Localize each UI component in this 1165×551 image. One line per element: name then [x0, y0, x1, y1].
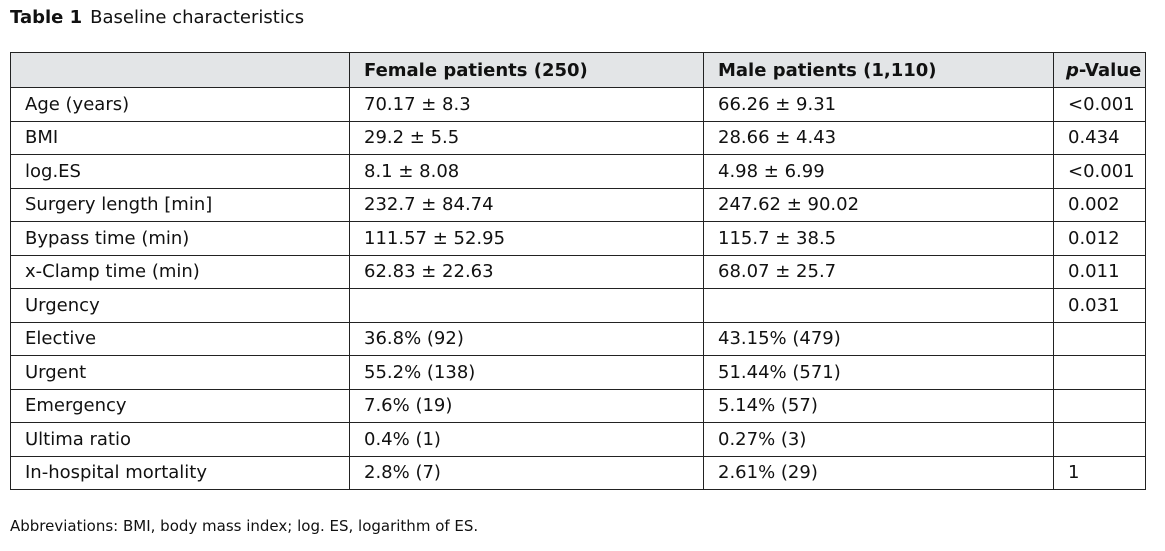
p-value-cell: [1053, 355, 1146, 390]
male-value-cell: 2.61% (29): [703, 455, 1054, 490]
row-label-cell: log.ES: [10, 154, 350, 189]
male-value-cell: 247.62 ± 90.02: [703, 187, 1054, 222]
table-row: In-hospital mortality 2.8% (7) 2.61% (29) 1: [10, 455, 1146, 490]
p-value-cell: 0.434: [1053, 120, 1146, 155]
male-value-cell: 51.44% (571): [703, 355, 1054, 390]
table-row: Bypass time (min) 111.57 ± 52.95 115.7 ± 3…: [10, 221, 1146, 256]
female-value-cell: 232.7 ± 84.74: [349, 187, 704, 222]
header-p-italic: p: [1066, 59, 1079, 81]
row-label-cell: Bypass time (min): [10, 221, 350, 256]
p-value-cell: [1053, 388, 1146, 423]
header-characteristic: [10, 52, 350, 88]
male-value-cell: 68.07 ± 25.7: [703, 254, 1054, 289]
female-value-cell: 7.6% (19): [349, 388, 704, 423]
p-value-cell: 0.012: [1053, 221, 1146, 256]
male-value-cell: [703, 288, 1054, 323]
p-value-cell: [1053, 321, 1146, 356]
table-title: Baseline characteristics: [90, 7, 305, 28]
p-value-cell: <0.001: [1053, 87, 1146, 122]
table-row: log.ES 8.1 ± 8.08 4.98 ± 6.99 <0.001: [10, 154, 1146, 189]
row-label-cell: Emergency: [10, 388, 350, 423]
row-label-cell: Ultima ratio: [10, 422, 350, 457]
baseline-characteristics-table: Female patients (250) Male patients (1,1…: [10, 52, 1146, 490]
table-row: Urgent 55.2% (138) 51.44% (571): [10, 355, 1146, 390]
male-value-cell: 115.7 ± 38.5: [703, 221, 1054, 256]
female-value-cell: 55.2% (138): [349, 355, 704, 390]
table-body: Age (years) 70.17 ± 8.3 66.26 ± 9.31 <0.001…: [10, 87, 1146, 490]
table-row: Surgery length [min] 232.7 ± 84.74 247.62 …: [10, 187, 1146, 222]
row-label-cell: Elective: [10, 321, 350, 356]
table-footnote: Abbreviations: BMI, body mass index; log…: [10, 517, 479, 535]
header-p-rest: -Value: [1078, 59, 1142, 81]
table-row: BMI 29.2 ± 5.5 28.66 ± 4.43 0.434: [10, 120, 1146, 155]
female-value-cell: 2.8% (7): [349, 455, 704, 490]
row-label-cell: Age (years): [10, 87, 350, 122]
p-value-cell: 0.002: [1053, 187, 1146, 222]
p-value-cell: <0.001: [1053, 154, 1146, 189]
table-row: Urgency 0.031: [10, 288, 1146, 323]
row-label-cell: In-hospital mortality: [10, 455, 350, 490]
row-label-cell: x-Clamp time (min): [10, 254, 350, 289]
table-header-row: Female patients (250) Male patients (1,1…: [10, 52, 1146, 88]
header-female-patients: Female patients (250): [349, 52, 704, 88]
row-label-cell: Urgency: [10, 288, 350, 323]
header-p-value: p-Value: [1053, 52, 1146, 88]
row-label-cell: Surgery length [min]: [10, 187, 350, 222]
table-row: Emergency 7.6% (19) 5.14% (57): [10, 388, 1146, 423]
female-value-cell: 36.8% (92): [349, 321, 704, 356]
male-value-cell: 43.15% (479): [703, 321, 1054, 356]
male-value-cell: 28.66 ± 4.43: [703, 120, 1054, 155]
table-caption: Table 1 Baseline characteristics: [10, 6, 304, 30]
female-value-cell: 0.4% (1): [349, 422, 704, 457]
male-value-cell: 0.27% (3): [703, 422, 1054, 457]
male-value-cell: 66.26 ± 9.31: [703, 87, 1054, 122]
row-label-cell: BMI: [10, 120, 350, 155]
female-value-cell: 70.17 ± 8.3: [349, 87, 704, 122]
female-value-cell: 111.57 ± 52.95: [349, 221, 704, 256]
male-value-cell: 5.14% (57): [703, 388, 1054, 423]
p-value-cell: 0.031: [1053, 288, 1146, 323]
table-number: Table 1: [10, 7, 83, 28]
header-male-patients: Male patients (1,110): [703, 52, 1054, 88]
table-row: x-Clamp time (min) 62.83 ± 22.63 68.07 ± 2…: [10, 254, 1146, 289]
female-value-cell: [349, 288, 704, 323]
p-value-cell: 1: [1053, 455, 1146, 490]
female-value-cell: 29.2 ± 5.5: [349, 120, 704, 155]
p-value-cell: [1053, 422, 1146, 457]
female-value-cell: 8.1 ± 8.08: [349, 154, 704, 189]
table-row: Elective 36.8% (92) 43.15% (479): [10, 321, 1146, 356]
table-row: Age (years) 70.17 ± 8.3 66.26 ± 9.31 <0.001: [10, 87, 1146, 122]
p-value-cell: 0.011: [1053, 254, 1146, 289]
row-label-cell: Urgent: [10, 355, 350, 390]
female-value-cell: 62.83 ± 22.63: [349, 254, 704, 289]
male-value-cell: 4.98 ± 6.99: [703, 154, 1054, 189]
table-row: Ultima ratio 0.4% (1) 0.27% (3): [10, 422, 1146, 457]
